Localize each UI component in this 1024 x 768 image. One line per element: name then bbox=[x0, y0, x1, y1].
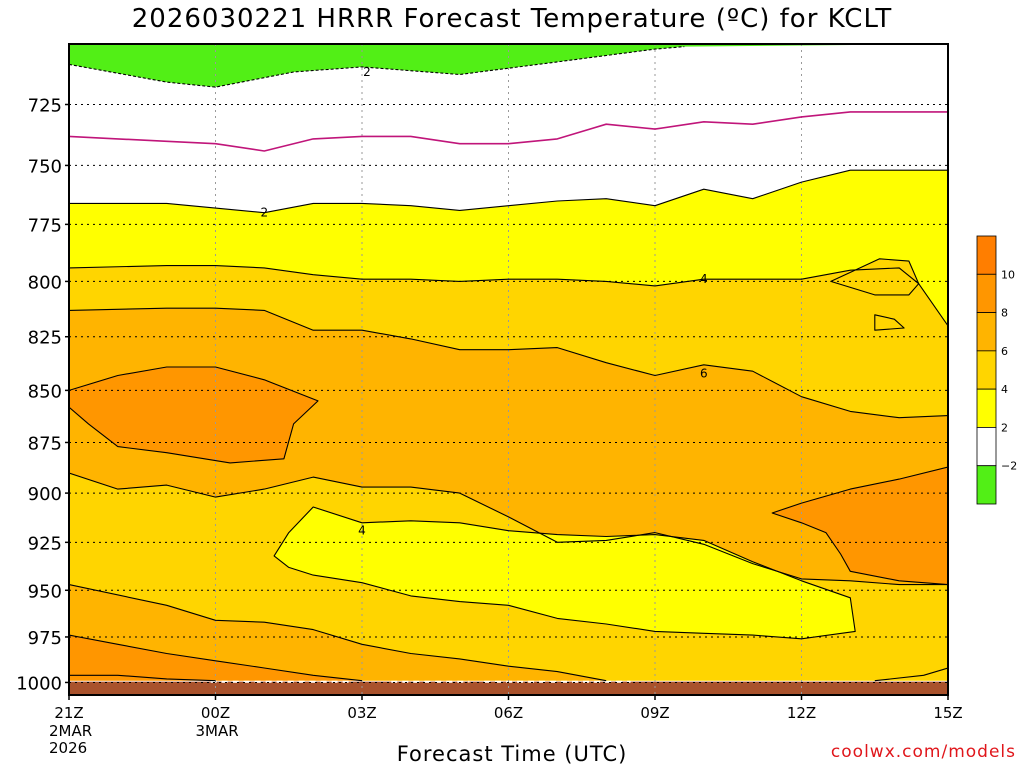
contour-label-4: 4 bbox=[358, 524, 366, 538]
contour-label-3: 6 bbox=[700, 366, 708, 380]
contour-8-right-core bbox=[771, 466, 948, 586]
legend-swatch-4 bbox=[976, 388, 997, 428]
y-tick-label-800: 800 bbox=[28, 272, 62, 293]
y-tick-label-825: 825 bbox=[28, 328, 62, 349]
contour-label-0: 2 bbox=[363, 65, 371, 79]
legend-label-6: 6 bbox=[1001, 345, 1008, 358]
contour-4-pocket bbox=[273, 506, 856, 640]
credit-link[interactable]: coolwx.com/models bbox=[830, 742, 1016, 762]
x-tick-sublabel-3MAR: 3MAR bbox=[196, 722, 239, 740]
warm-core-850-875 bbox=[69, 367, 318, 463]
y-tick-label-900: 900 bbox=[28, 484, 62, 505]
contour-label-2: 4 bbox=[700, 272, 708, 286]
x-tick-label-21Z: 21Z bbox=[54, 704, 83, 722]
contour-tiny-cell bbox=[874, 314, 905, 331]
contour-6-middle bbox=[69, 472, 948, 586]
ground-band bbox=[69, 681, 948, 695]
y-tick-label-950: 950 bbox=[28, 581, 62, 602]
x-tick-label-06Z: 06Z bbox=[494, 704, 523, 722]
temp-band-8-10-lower bbox=[69, 635, 948, 681]
legend-label-2: 2 bbox=[1001, 421, 1008, 434]
contour-4-upper bbox=[69, 265, 948, 327]
tiny-cell-820 bbox=[874, 314, 905, 331]
y-tick-label-775: 775 bbox=[28, 215, 62, 236]
legend-swatch-6 bbox=[976, 465, 997, 505]
x-axis-title: Forecast Time (UTC) bbox=[396, 742, 628, 766]
contour-neg2 bbox=[69, 46, 685, 88]
temp-band-6-8-lower bbox=[69, 584, 948, 681]
temp-band-lt-neg2 bbox=[69, 44, 948, 88]
x-tick-label-12Z: 12Z bbox=[787, 704, 816, 722]
y-tick-label-1000: 1000 bbox=[16, 673, 62, 694]
plot-area: 2 2 4 6 4 bbox=[69, 44, 948, 695]
contour-6-upper bbox=[69, 307, 948, 419]
contour-6-surface-right bbox=[874, 667, 948, 682]
x-tick-sublabel-2026: 2026 bbox=[49, 739, 87, 757]
legend-label-10: 10 bbox=[1001, 268, 1015, 281]
legend-colorbar: −2 2 4 6 8 10 bbox=[976, 235, 1017, 505]
y-tick-label-975: 975 bbox=[28, 628, 62, 649]
x-tick-label-09Z: 09Z bbox=[640, 704, 669, 722]
temp-band-4-6 bbox=[69, 265, 948, 418]
contour-6-lower bbox=[69, 584, 607, 682]
contour-2 bbox=[69, 169, 948, 214]
cool-pocket-925 bbox=[274, 507, 856, 639]
legend-label-4: 4 bbox=[1001, 383, 1008, 396]
x-tick-sublabel-2MAR: 2MAR bbox=[49, 722, 92, 740]
contour-8-lower bbox=[69, 634, 363, 682]
contour-label-1: 2 bbox=[261, 206, 269, 220]
legend-swatch-5 bbox=[976, 427, 997, 467]
y-tick-label-875: 875 bbox=[28, 433, 62, 454]
contour-0-magenta bbox=[69, 111, 948, 152]
legend-label-8: 8 bbox=[1001, 307, 1008, 320]
legend-swatch-0 bbox=[976, 235, 997, 275]
x-tick-label-00Z: 00Z bbox=[201, 704, 230, 722]
contour-4-upper-cell bbox=[830, 258, 920, 296]
legend-label--2: −2 bbox=[1001, 460, 1017, 473]
x-tick-label-15Z: 15Z bbox=[933, 704, 962, 722]
contour-10-surface bbox=[69, 674, 216, 682]
y-tick-label-850: 850 bbox=[28, 381, 62, 402]
contour-8-warm-core bbox=[69, 366, 319, 464]
legend-swatch-1 bbox=[976, 273, 997, 313]
warm-core-925 bbox=[772, 467, 948, 585]
legend-swatch-3 bbox=[976, 350, 997, 390]
y-tick-label-725: 725 bbox=[28, 96, 62, 117]
chart-title: 2026030221 HRRR Forecast Temperature (ºC… bbox=[131, 4, 893, 34]
y-tick-label-750: 750 bbox=[28, 156, 62, 177]
legend-swatch-2 bbox=[976, 312, 997, 352]
x-tick-label-03Z: 03Z bbox=[347, 704, 376, 722]
y-tick-label-925: 925 bbox=[28, 533, 62, 554]
